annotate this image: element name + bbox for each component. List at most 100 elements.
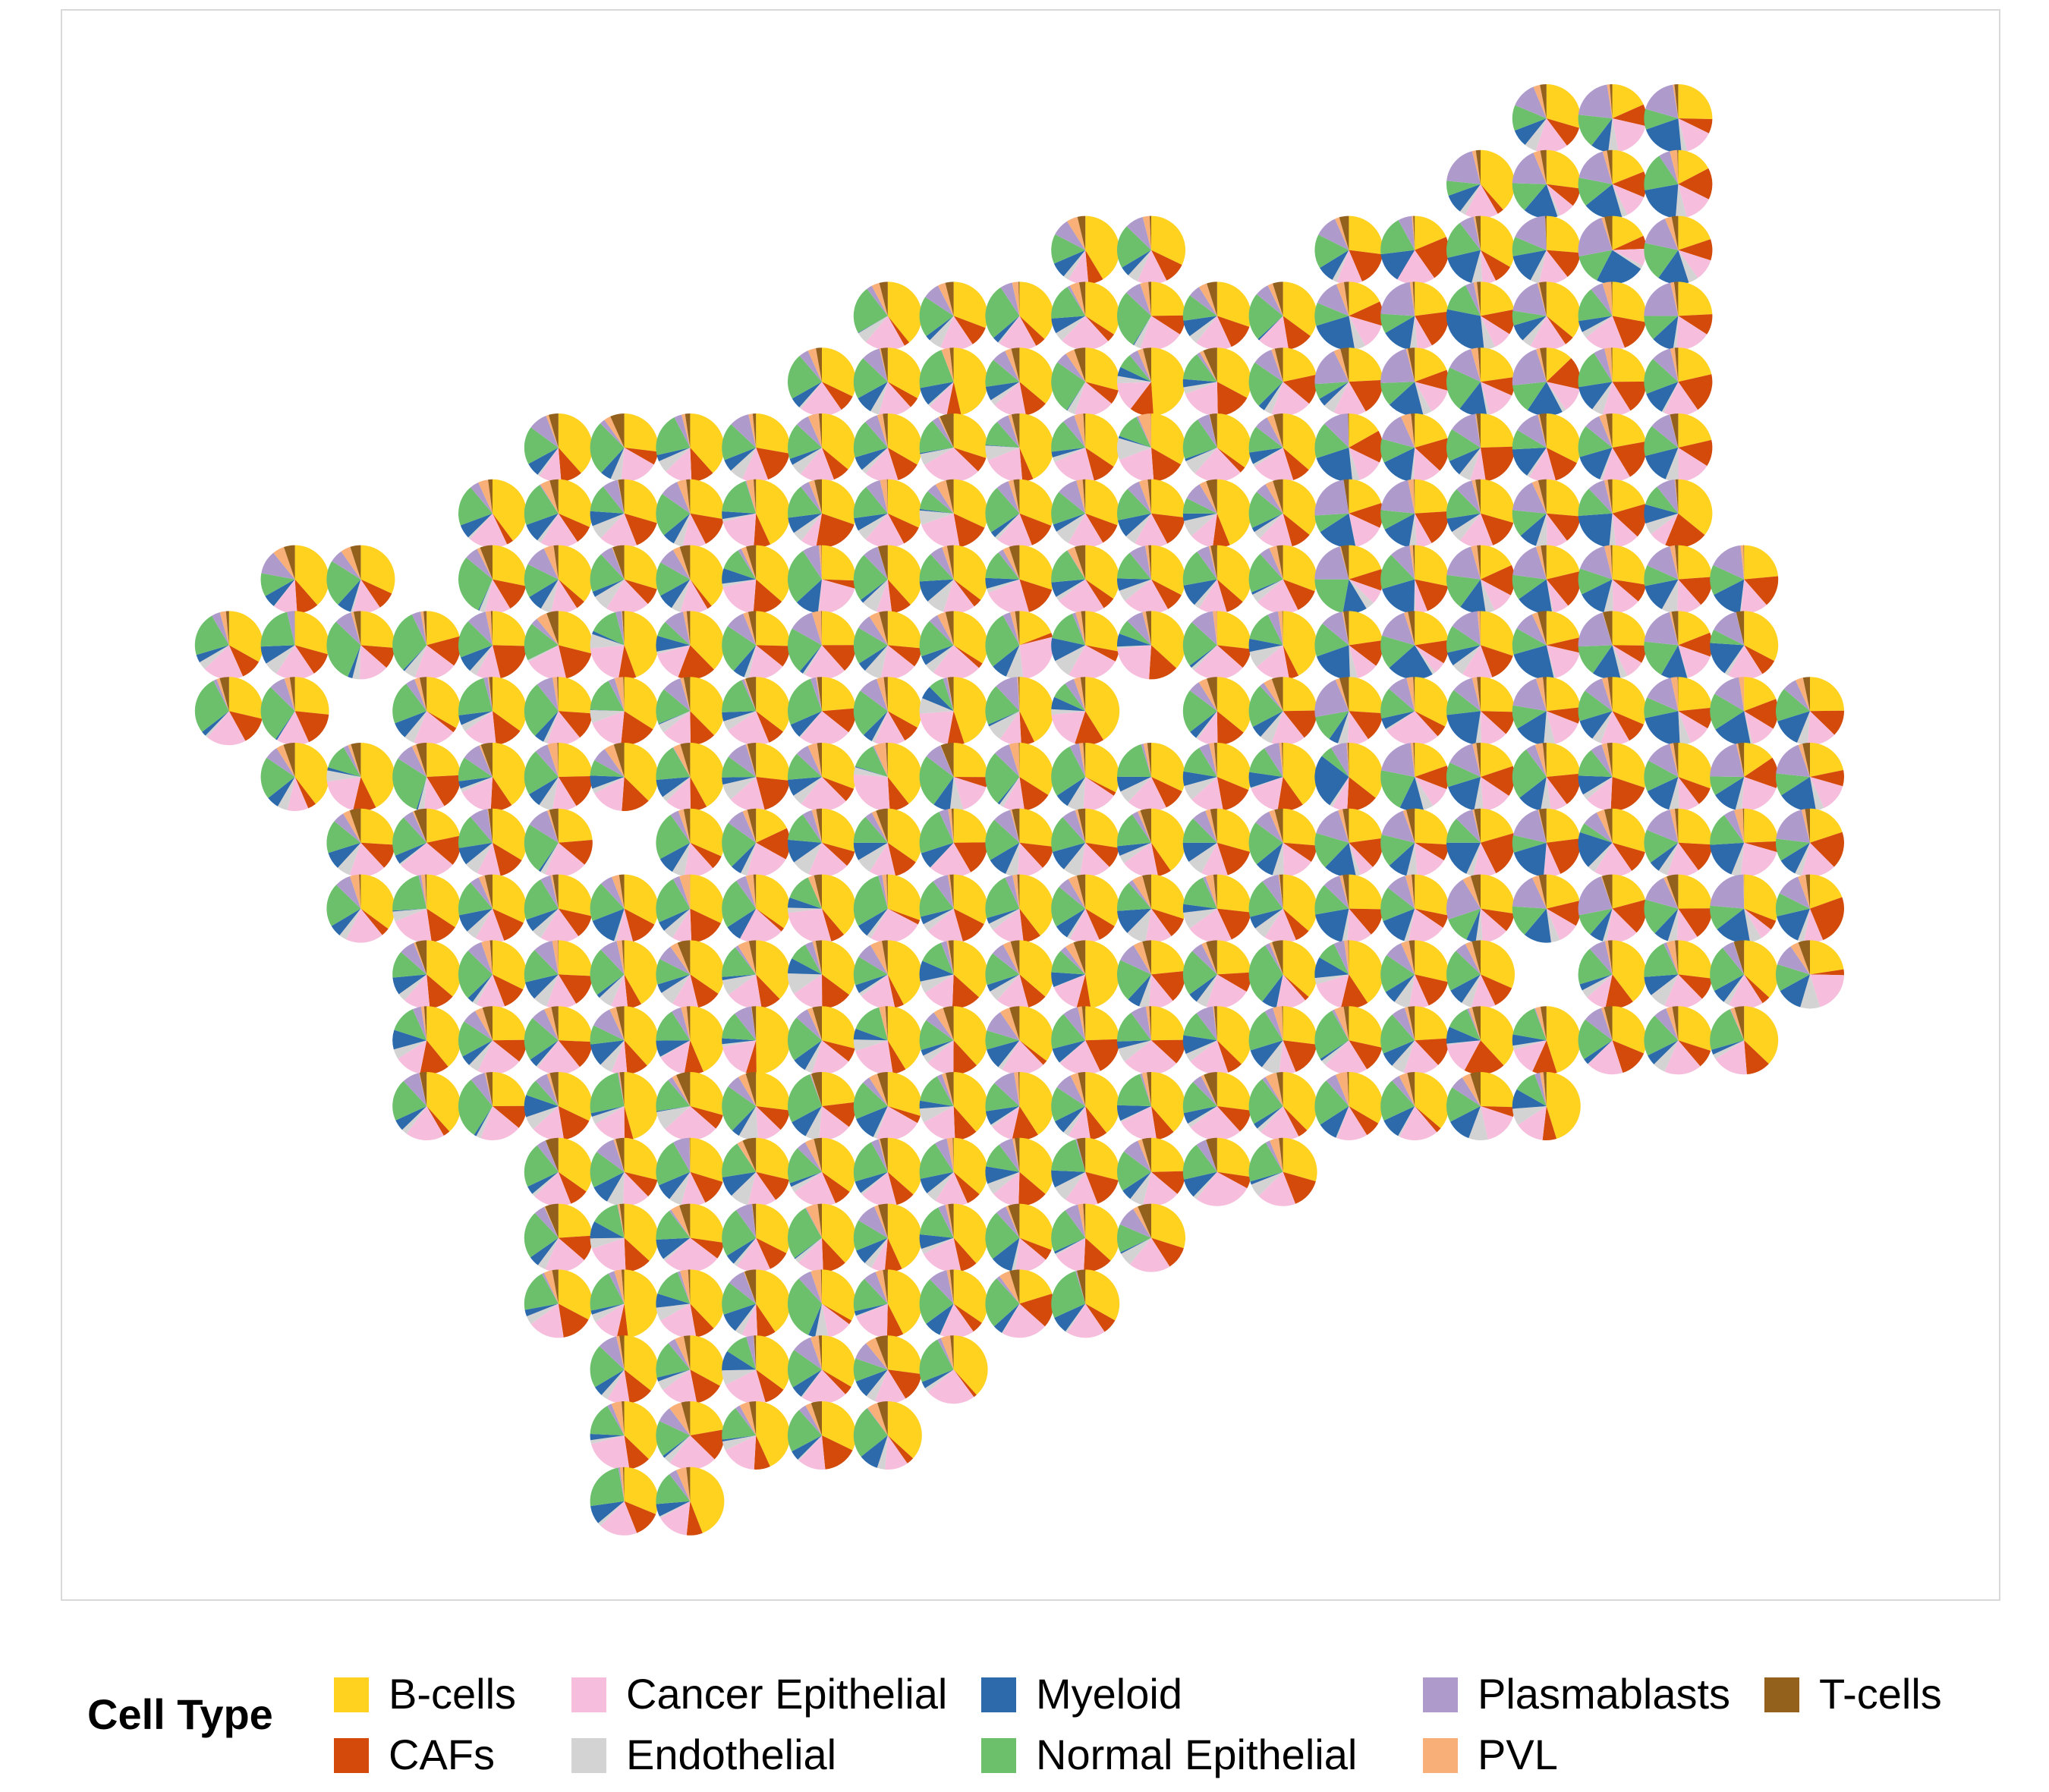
spot-pie bbox=[1512, 808, 1581, 877]
pie-slice bbox=[738, 1106, 758, 1141]
pie-slice bbox=[953, 1303, 982, 1332]
pie-slice bbox=[1644, 316, 1679, 339]
pie-slice bbox=[1408, 974, 1429, 1009]
spot-pie bbox=[1248, 940, 1317, 1009]
pie-slice bbox=[1283, 908, 1309, 941]
pie-slice bbox=[756, 808, 787, 843]
pie-slice bbox=[753, 1335, 757, 1370]
pie-slice bbox=[1797, 908, 1810, 942]
pie-slice bbox=[1663, 382, 1698, 417]
pie-slice bbox=[853, 627, 888, 664]
pie-slice bbox=[490, 777, 512, 812]
spot-pie bbox=[722, 1006, 791, 1075]
pie-slice bbox=[360, 842, 395, 868]
pie-slice bbox=[270, 678, 295, 712]
pie-slice bbox=[853, 767, 888, 777]
pie-slice bbox=[1804, 908, 1824, 943]
pie-slice bbox=[1612, 84, 1644, 118]
pie-slice bbox=[1206, 940, 1217, 975]
pie-slice bbox=[590, 1025, 625, 1045]
pie-slice bbox=[260, 687, 295, 740]
spot-pie bbox=[656, 1203, 725, 1272]
pie-slice bbox=[1415, 1006, 1449, 1041]
pie-slice bbox=[1085, 677, 1120, 740]
pie-slice bbox=[921, 513, 960, 548]
pie-slice bbox=[1456, 810, 1481, 843]
spot-pie bbox=[787, 1401, 856, 1470]
pie-slice bbox=[953, 316, 986, 344]
spot-pie bbox=[1776, 874, 1845, 943]
pie-slice bbox=[659, 711, 691, 733]
spot-pie bbox=[1512, 413, 1581, 482]
pie-slice bbox=[1066, 382, 1086, 411]
pie-slice bbox=[1019, 637, 1054, 680]
pie-slice bbox=[1546, 184, 1573, 215]
pie-slice bbox=[1189, 682, 1217, 712]
pie-slice bbox=[1775, 773, 1810, 796]
pie-slice bbox=[810, 677, 822, 712]
pie-slice bbox=[855, 1040, 893, 1075]
spot-pie bbox=[722, 808, 791, 877]
pie-slice bbox=[1264, 1008, 1283, 1041]
pie-slice bbox=[1459, 184, 1481, 215]
spot-pie bbox=[590, 479, 659, 548]
pie-slice bbox=[886, 874, 888, 909]
pie-slice bbox=[937, 282, 954, 316]
pie-slice bbox=[1540, 1006, 1547, 1041]
pie-slice bbox=[1124, 1040, 1177, 1075]
pie-slice bbox=[1182, 295, 1217, 321]
pie-slice bbox=[1601, 216, 1613, 250]
pie-slice bbox=[617, 1204, 625, 1238]
pie-slice bbox=[294, 645, 328, 674]
pie-slice bbox=[1382, 579, 1415, 614]
pie-slice bbox=[656, 747, 691, 781]
pie-slice bbox=[621, 711, 653, 746]
pie-slice bbox=[1645, 579, 1679, 610]
pie-slice bbox=[919, 756, 954, 805]
pie-slice bbox=[985, 686, 1020, 725]
pie-slice bbox=[672, 1074, 691, 1106]
pie-slice bbox=[426, 835, 461, 865]
pie-slice bbox=[1604, 545, 1613, 580]
pie-slice bbox=[1216, 777, 1249, 811]
pie-slice bbox=[1051, 709, 1086, 715]
pie-slice bbox=[343, 810, 361, 843]
pie-slice bbox=[738, 1074, 757, 1106]
pie-slice bbox=[822, 645, 857, 671]
pie-slice bbox=[1587, 777, 1613, 811]
pie-slice bbox=[1349, 448, 1360, 482]
pie-slice bbox=[219, 677, 229, 712]
pie-slice bbox=[527, 645, 559, 661]
spot-pie bbox=[656, 743, 725, 812]
pie-slice bbox=[1728, 645, 1763, 680]
pie-slice bbox=[1607, 84, 1613, 118]
pie-slice bbox=[788, 1208, 822, 1259]
pie-slice bbox=[735, 1303, 757, 1335]
pie-slice bbox=[619, 1467, 625, 1501]
pie-slice bbox=[756, 777, 790, 810]
pie-slice bbox=[1318, 218, 1349, 250]
pie-slice bbox=[656, 494, 691, 536]
pie-slice bbox=[1415, 347, 1447, 382]
pie-slice bbox=[1085, 842, 1119, 867]
pie-slice bbox=[392, 974, 427, 995]
pie-slice bbox=[671, 579, 691, 612]
pie-slice bbox=[1278, 1040, 1296, 1075]
pie-slice bbox=[993, 645, 1020, 677]
pie-slice bbox=[735, 1405, 757, 1435]
pie-slice bbox=[1513, 316, 1547, 341]
spot-pie bbox=[919, 874, 988, 943]
pie-slice bbox=[1452, 611, 1481, 646]
pie-slice bbox=[1546, 118, 1579, 146]
spot-pie bbox=[524, 940, 593, 1009]
pie-slice bbox=[985, 287, 1020, 338]
pie-slice bbox=[1744, 940, 1779, 998]
pie-slice bbox=[1644, 829, 1679, 863]
pie-slice bbox=[993, 1303, 1020, 1333]
pie-slice bbox=[822, 708, 857, 733]
pie-slice bbox=[858, 513, 888, 540]
pie-slice bbox=[607, 1369, 630, 1404]
pie-slice bbox=[788, 551, 822, 603]
pie-slice bbox=[326, 885, 361, 926]
pie-slice bbox=[1151, 448, 1182, 482]
